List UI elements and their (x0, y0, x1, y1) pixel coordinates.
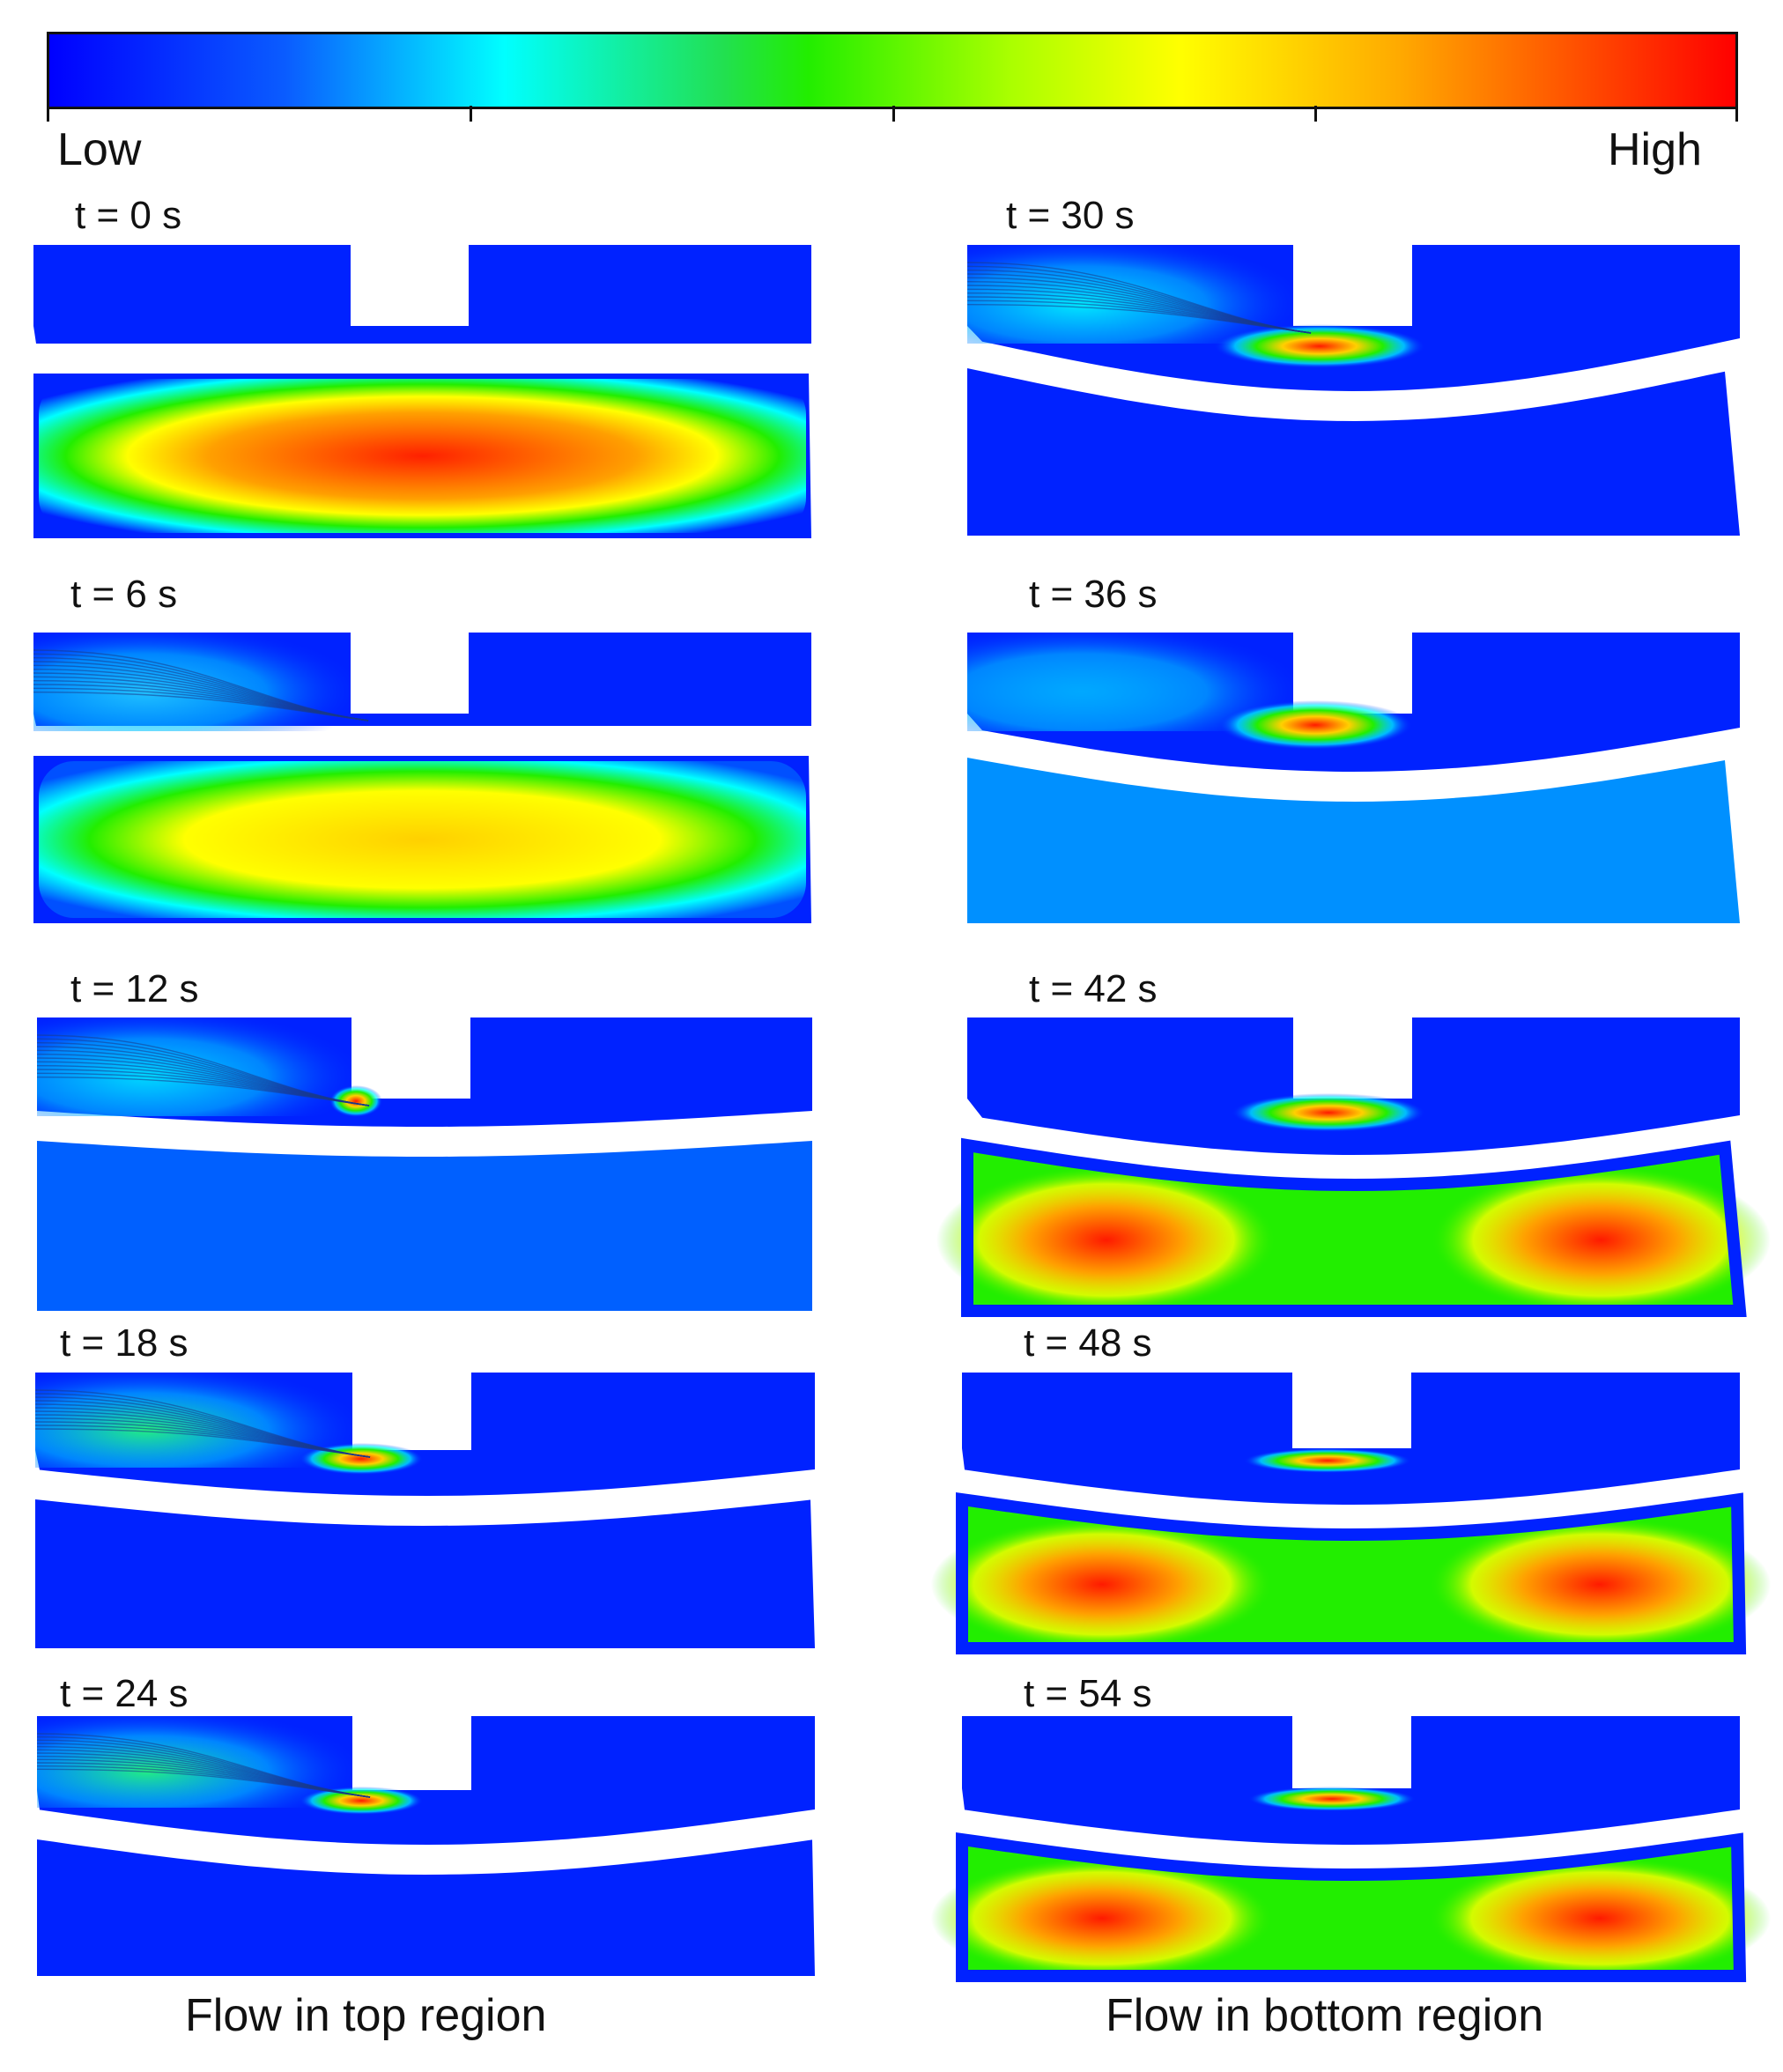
simulation-panel (930, 1716, 1772, 1982)
colorbar-tick (1314, 106, 1317, 122)
colorbar (47, 32, 1738, 109)
colorbar-tick (1735, 106, 1738, 122)
time-label: t = 12 s (70, 967, 199, 1010)
time-label: t = 24 s (60, 1672, 189, 1715)
colorbar-tick (47, 106, 49, 122)
caption-top-region: Flow in top region (185, 1990, 547, 2041)
time-label: t = 30 s (1006, 194, 1135, 237)
time-label: t = 0 s (75, 194, 182, 237)
simulation-panel (930, 1373, 1772, 1654)
time-label: t = 48 s (1024, 1321, 1152, 1365)
simulation-panel (936, 1018, 1772, 1317)
simulation-panel (966, 245, 1740, 536)
time-label: t = 36 s (1029, 573, 1158, 616)
time-label: t = 6 s (70, 573, 178, 616)
simulation-panel (33, 633, 811, 923)
time-label: t = 42 s (1029, 967, 1158, 1010)
simulation-panel (967, 633, 1740, 923)
simulation-panel (34, 1373, 815, 1648)
colorbar-high-label: High (1608, 124, 1702, 175)
colorbar-tick (892, 106, 895, 122)
simulation-panel (36, 1018, 812, 1311)
time-label: t = 18 s (60, 1321, 189, 1365)
colorbar-tick (470, 106, 472, 122)
caption-bottom-region: Flow in bottom region (1106, 1990, 1544, 2041)
simulation-panel (36, 1716, 815, 1976)
simulation-panel (33, 245, 811, 538)
colorbar-low-label: Low (57, 124, 142, 175)
time-label: t = 54 s (1024, 1672, 1152, 1715)
